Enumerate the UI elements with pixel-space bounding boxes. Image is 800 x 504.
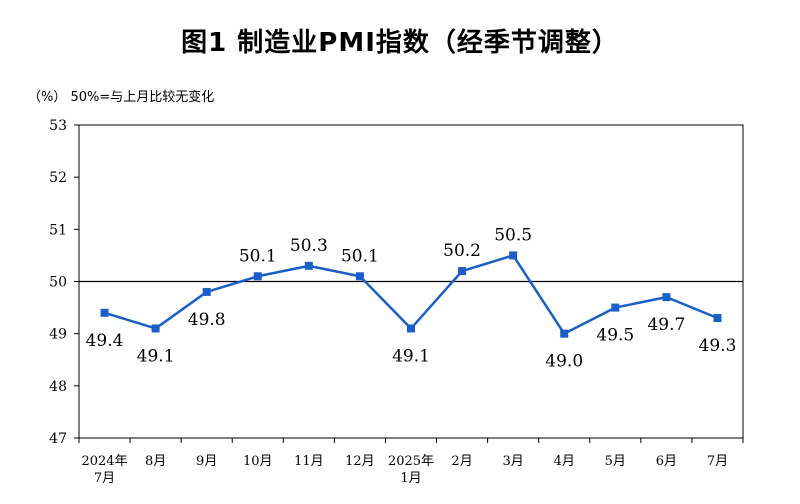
data-label: 50.3 [290, 236, 328, 256]
data-point [458, 267, 467, 276]
unit-note: （%） 50%=与上月比较无变化 [28, 90, 215, 105]
x-tick-label: 2月 [451, 454, 472, 469]
data-point [202, 287, 211, 296]
data-point [151, 324, 160, 333]
data-point [253, 272, 262, 281]
data-label: 50.2 [443, 241, 481, 261]
x-tick-label: 10月 [243, 454, 273, 469]
data-label: 49.7 [647, 315, 685, 335]
y-tick-label: 50 [49, 275, 67, 291]
y-tick-label: 51 [49, 222, 67, 238]
x-tick-label: 9月 [196, 454, 217, 469]
x-tick-label: 2025年 1月 [388, 454, 434, 486]
x-tick-label: 8月 [145, 454, 166, 469]
data-point [407, 324, 415, 333]
x-tick-label: 5月 [605, 454, 626, 469]
data-label: 50.5 [494, 225, 532, 245]
y-tick-label: 52 [49, 170, 67, 186]
x-tick-label: 2024年 7月 [81, 454, 127, 486]
data-label: 49.3 [699, 336, 737, 356]
x-tick-label: 6月 [656, 454, 677, 469]
x-tick-label: 7月 [707, 454, 728, 469]
y-tick-label: 47 [49, 431, 67, 447]
data-point [355, 272, 364, 281]
y-tick-label: 49 [49, 327, 67, 343]
data-label: 49.0 [545, 352, 583, 372]
data-point [713, 314, 722, 323]
chart-title: 图1 制造业PMI指数（经季节调整） [181, 28, 619, 58]
data-label: 49.1 [392, 346, 430, 366]
data-point [662, 293, 671, 302]
data-point [100, 308, 109, 317]
y-tick-label: 53 [49, 118, 67, 134]
data-label: 50.1 [239, 246, 277, 266]
x-tick-label: 3月 [503, 454, 524, 469]
x-tick-label: 12月 [345, 454, 375, 469]
data-label: 49.1 [137, 346, 175, 366]
data-label: 49.4 [86, 331, 124, 351]
data-label: 49.5 [596, 326, 634, 346]
data-point [509, 251, 518, 260]
data-label: 50.1 [341, 246, 379, 266]
x-tick-label: 4月 [554, 454, 575, 469]
x-tick-label: 11月 [294, 454, 324, 469]
data-point [611, 303, 620, 312]
data-point [560, 329, 569, 338]
data-point [304, 261, 313, 270]
data-label: 49.8 [188, 310, 226, 330]
y-tick-label: 48 [49, 379, 67, 395]
